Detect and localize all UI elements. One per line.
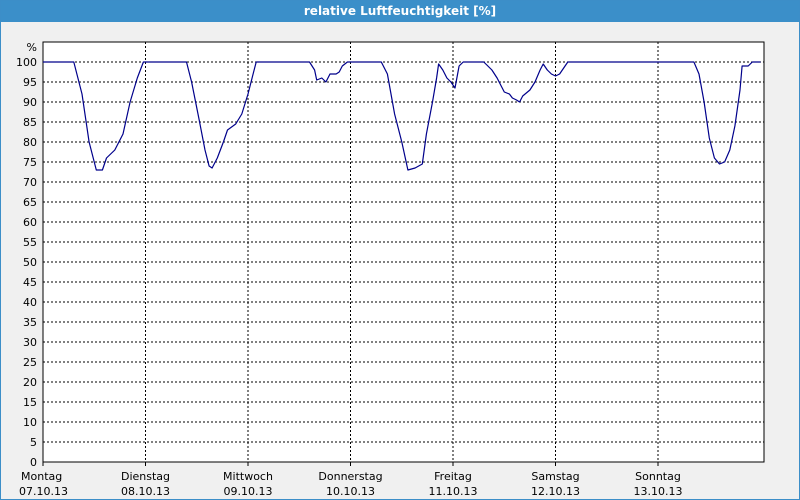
y-axis-unit: % [27,41,37,54]
y-tick-label: 25 [23,356,37,369]
y-tick-label: 65 [23,196,37,209]
x-tick-day: Dienstag [121,470,170,483]
y-tick-label: 5 [30,436,37,449]
y-tick-label: 60 [23,216,37,229]
y-tick-label: 80 [23,136,37,149]
y-tick-label: 30 [23,336,37,349]
horizontal-gridlines [43,61,764,443]
y-tick-label: 10 [23,416,37,429]
x-tick-labels: Montag 07.10.13 Dienstag 08.10.13 Mittwoch 09… [19,470,682,498]
x-tick-date: 09.10.13 [224,485,273,498]
y-tick-label: 75 [23,156,37,169]
x-tick-date: 07.10.13 [19,485,68,498]
x-tick-day: Mittwoch [223,470,273,483]
x-tick-day: Freitag [434,470,472,483]
y-tick-label: 100 [16,56,37,69]
plot-background [42,41,765,463]
y-tick-label: 70 [23,176,37,189]
y-tick-label: 85 [23,116,37,129]
y-tick-label: 45 [23,276,37,289]
y-tick-label: 40 [23,296,37,309]
x-tick-day: Samstag [531,470,579,483]
humidity-line [43,61,761,171]
y-tick-label: 90 [23,96,37,109]
x-tick-day: Donnerstag [318,470,382,483]
y-tick-labels: 0 5 10 15 20 25 30 35 40 45 50 55 60 65 70 75 80 85 90 95 10… [16,56,37,469]
y-tick-label: 95 [23,76,37,89]
x-tick-date: 11.10.13 [429,485,478,498]
series-group [43,61,761,171]
x-tick-day: Montag [21,470,62,483]
y-tick-label: 35 [23,316,37,329]
y-tick-label: 50 [23,256,37,269]
x-tick-date: 13.10.13 [634,485,683,498]
y-tick-label: 55 [23,236,37,249]
x-tick-date: 08.10.13 [121,485,170,498]
y-tick-label: 0 [30,456,37,469]
x-tick-date: 12.10.13 [531,485,580,498]
vertical-gridlines [42,42,659,466]
chart-title: relative Luftfeuchtigkeit [%] [1,1,799,22]
x-tick-date: 10.10.13 [326,485,375,498]
x-tick-day: Sonntag [635,470,681,483]
y-tick-label: 15 [23,396,37,409]
y-tick-label: 20 [23,376,37,389]
